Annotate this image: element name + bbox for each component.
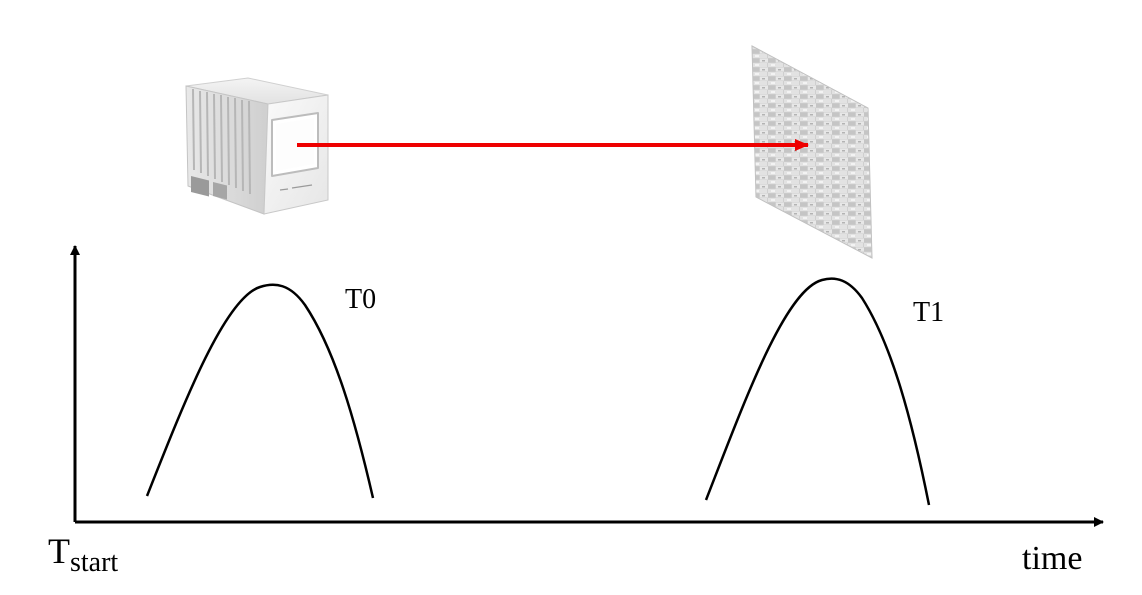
emitted-pulse-curve: [145, 283, 375, 499]
lidar-device-icon: [185, 77, 329, 215]
t-start-label: Tstart: [48, 531, 118, 578]
pulse-return-label: T1: [913, 297, 944, 328]
returned-pulse-curve: [704, 277, 931, 506]
pulse-emit-label: T0: [345, 284, 376, 315]
t-start-main: T: [48, 531, 70, 571]
x-axis-label: time: [1022, 540, 1082, 577]
wall-panel-icon: [751, 45, 873, 259]
t-start-subscript: start: [70, 547, 118, 578]
